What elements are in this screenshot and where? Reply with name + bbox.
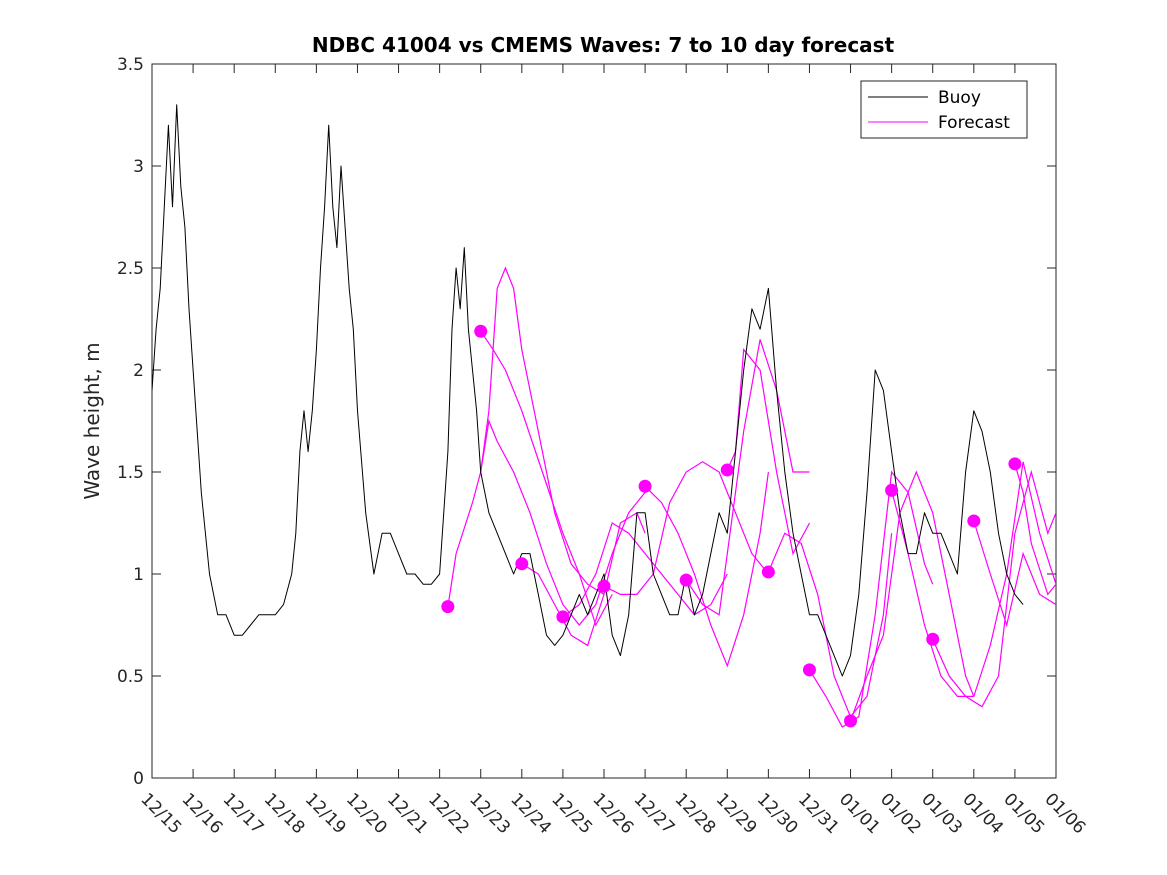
y-tick-label: 3 bbox=[133, 157, 144, 177]
legend-forecast-label: Forecast bbox=[938, 113, 1010, 133]
forecast-line-13 bbox=[891, 461, 1056, 698]
plot-area bbox=[152, 64, 1056, 778]
forecast-marker bbox=[638, 479, 652, 493]
forecast-line-12 bbox=[849, 470, 975, 722]
forecast-marker bbox=[967, 514, 981, 528]
forecast-marker bbox=[761, 565, 775, 579]
forecast-marker bbox=[679, 573, 693, 587]
forecast-line-4 bbox=[521, 511, 646, 647]
forecast-marker bbox=[802, 663, 816, 677]
forecast-markers bbox=[441, 324, 1022, 728]
buoy-line bbox=[152, 104, 1024, 677]
y-tick-label: 3.5 bbox=[117, 55, 144, 75]
forecast-marker bbox=[926, 632, 940, 646]
forecast-marker bbox=[1008, 457, 1022, 471]
forecast-marker bbox=[720, 463, 734, 477]
chart-title: NDBC 41004 vs CMEMS Waves: 7 to 10 day f… bbox=[312, 33, 895, 57]
forecast-marker bbox=[597, 579, 611, 593]
y-tick-label: 0 bbox=[133, 769, 144, 789]
y-tick-label: 0.5 bbox=[117, 667, 144, 687]
series-layer bbox=[152, 104, 1056, 728]
y-tick-label: 1 bbox=[133, 565, 144, 585]
forecast-line-6 bbox=[603, 461, 769, 596]
y-tick-label: 1.5 bbox=[117, 463, 144, 483]
legend-buoy-label: Buoy bbox=[938, 88, 981, 108]
forecast-line-16 bbox=[1014, 463, 1056, 596]
y-axis-label: Wave height, m bbox=[80, 342, 104, 499]
forecast-line-14 bbox=[932, 469, 1056, 708]
forecast-line-10 bbox=[767, 532, 893, 718]
forecast-line-1 bbox=[447, 266, 605, 607]
forecast-marker bbox=[474, 324, 488, 338]
y-tick-label: 2 bbox=[133, 361, 144, 381]
forecast-marker bbox=[844, 714, 858, 728]
forecast-line-8 bbox=[685, 339, 810, 616]
forecast-marker bbox=[441, 600, 455, 614]
legend-box bbox=[860, 80, 1028, 139]
forecast-marker bbox=[885, 483, 899, 497]
forecast-marker bbox=[556, 610, 570, 624]
y-tick-label: 2.5 bbox=[117, 259, 144, 279]
forecast-line-7 bbox=[644, 471, 769, 668]
forecast-line-15 bbox=[973, 520, 1056, 628]
legend: Buoy Forecast bbox=[860, 80, 1028, 139]
forecast-line-5 bbox=[562, 522, 728, 618]
y-ticks: 0 0.5 1 1.5 2 2.5 3 3.5 bbox=[117, 55, 1056, 789]
forecast-marker bbox=[515, 557, 529, 571]
